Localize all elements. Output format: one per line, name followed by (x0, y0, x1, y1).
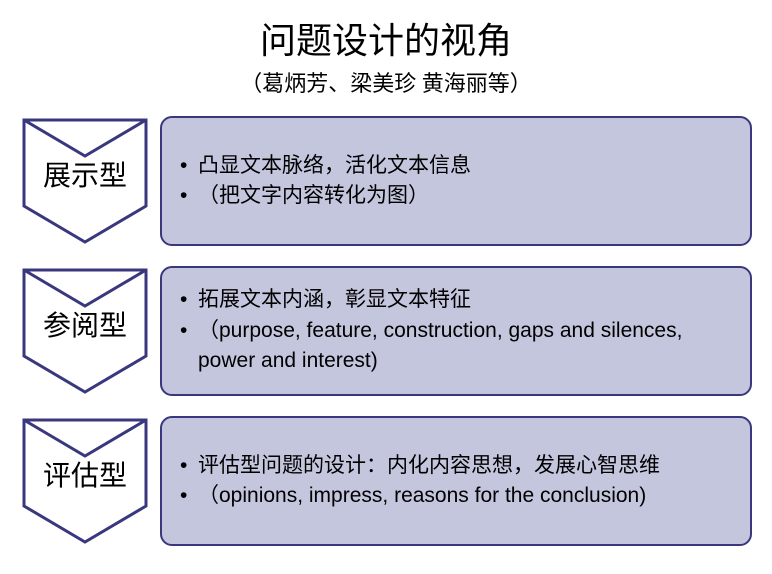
content-box-reference: 拓展文本内涵，彰显文本特征 （purpose, feature, constru… (160, 266, 752, 396)
bullet-item: 凸显文本脉络，活化文本信息 (180, 151, 732, 181)
bullet-item: 拓展文本内涵，彰显文本特征 (180, 285, 732, 315)
chevron-label-display: 展示型 (20, 116, 150, 246)
bullet-item: （把文字内容转化为图） (180, 181, 732, 211)
bullet-item: （purpose, feature, construction, gaps an… (180, 316, 732, 377)
chevron-label-reference: 参阅型 (20, 266, 150, 396)
page-subtitle: （葛炳芳、梁美珍 黄海丽等） (0, 66, 772, 98)
row-display: 展示型 凸显文本脉络，活化文本信息 （把文字内容转化为图） (20, 116, 752, 246)
chevron-display: 展示型 (20, 116, 150, 246)
bullet-item: 评估型问题的设计：内化内容思想，发展心智思维 (180, 451, 732, 481)
rows-container: 展示型 凸显文本脉络，活化文本信息 （把文字内容转化为图） 参阅型 拓展文本内涵… (0, 98, 772, 546)
chevron-reference: 参阅型 (20, 266, 150, 396)
row-evaluate: 评估型 评估型问题的设计：内化内容思想，发展心智思维 （opinions, im… (20, 416, 752, 546)
row-reference: 参阅型 拓展文本内涵，彰显文本特征 （purpose, feature, con… (20, 266, 752, 396)
chevron-label-evaluate: 评估型 (20, 416, 150, 546)
content-box-evaluate: 评估型问题的设计：内化内容思想，发展心智思维 （opinions, impres… (160, 416, 752, 546)
content-box-display: 凸显文本脉络，活化文本信息 （把文字内容转化为图） (160, 116, 752, 246)
chevron-evaluate: 评估型 (20, 416, 150, 546)
page-title: 问题设计的视角 (0, 0, 772, 64)
bullet-item: （opinions, impress, reasons for the conc… (180, 481, 732, 511)
